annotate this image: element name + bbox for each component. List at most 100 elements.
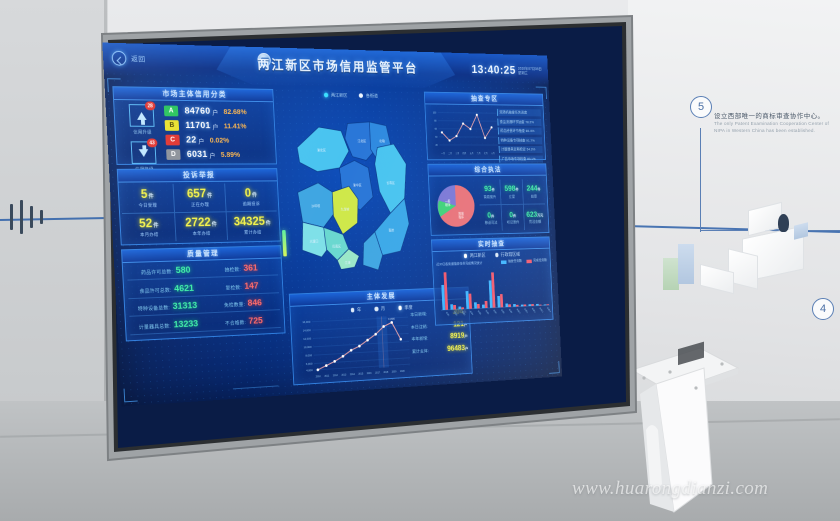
spotcheck-list-item[interactable]: 计量器具定期检定 54.3% bbox=[498, 146, 543, 154]
realtime-bar-chart[interactable]: 街道1 街道2 街道3 街道4 街道5 街道6 街道7 街道8 街道9 街道10… bbox=[436, 265, 552, 323]
quality-label: 计量器具总数: bbox=[138, 323, 172, 331]
credit-row-b[interactable]: B 11701 户 11.41% bbox=[164, 118, 270, 133]
quality-row[interactable]: 特种设备总数: 31313 bbox=[128, 300, 207, 318]
enforcement-cell[interactable]: 0件 移送司法 bbox=[479, 205, 503, 232]
development-stat-row[interactable]: 本年新增: 8919户 bbox=[411, 331, 468, 342]
complaint-value: 657 bbox=[186, 186, 207, 201]
svg-text:2015: 2015 bbox=[358, 372, 363, 375]
development-stat-row[interactable]: 累计主体: 96483户 bbox=[412, 343, 469, 354]
development-stat-label: 本年新增: bbox=[411, 336, 429, 343]
svg-text:街道6: 街道6 bbox=[485, 309, 491, 316]
enforcement-pie-chart[interactable]: 一般 程序 简易 程序 bbox=[432, 181, 479, 232]
svg-text:100: 100 bbox=[433, 112, 437, 115]
timeline-caption: 设立西部唯一的商标审查协作中心。 The only Patent Examina… bbox=[714, 112, 832, 135]
back-button[interactable]: 返回 bbox=[111, 50, 146, 67]
svg-text:6,000: 6,000 bbox=[306, 362, 313, 366]
enforcement-cell[interactable]: 623万元 罚没金额 bbox=[524, 204, 547, 230]
realtime-legend-item[interactable]: 抽查任务数 bbox=[501, 259, 522, 264]
enforcement-cell[interactable]: 244件 结案 bbox=[522, 179, 546, 205]
svg-text:六月: 六月 bbox=[477, 151, 481, 155]
timeline-marker-5-label: 5 bbox=[697, 101, 705, 113]
development-stat-value: 96483 bbox=[447, 343, 466, 353]
credit-unit-c: 户 bbox=[198, 138, 205, 145]
svg-text:街道14: 街道14 bbox=[546, 306, 552, 313]
spotcheck-line-chart[interactable]: 100 80 60 40 20 一月 二月 三月 四月 五月 六月 七月 八月 bbox=[428, 107, 500, 157]
complaint-cell[interactable]: 0件 逾期投诉 bbox=[225, 183, 277, 212]
complaint-cell[interactable]: 5件 今日受理 bbox=[120, 184, 176, 214]
spotcheck-list-item[interactable]: 药品经营环节抽查 65.4% bbox=[497, 127, 542, 135]
credit-row-d[interactable]: D 6031 户 5.89% bbox=[166, 147, 272, 162]
spotcheck-list-item[interactable]: 特种设备专项抽查 91.7% bbox=[498, 136, 543, 145]
complaint-label: 逾期投诉 bbox=[242, 201, 261, 207]
credit-arrow-group: 28 信用升级 43 信用降级 bbox=[120, 101, 166, 179]
complaint-unit: 件 bbox=[251, 193, 258, 199]
quality-row[interactable]: 计量器具总数: 13233 bbox=[129, 317, 208, 336]
pie-label-1b: 程序 bbox=[445, 202, 451, 207]
back-arrow-icon bbox=[111, 50, 127, 66]
map-label: 渝北区 bbox=[317, 147, 327, 152]
credit-grade-list: A 84760 户 82.68% B 11701 户 11.41% C 22 户… bbox=[163, 104, 272, 162]
spotcheck-list-item[interactable]: 双随机抽查任务进度 bbox=[496, 108, 541, 117]
development-line-chart[interactable]: 16,000 14,000 12,000 10,000 8,000 6,000 4,00… bbox=[294, 312, 412, 383]
credit-unit-a: 户 bbox=[212, 109, 219, 117]
wall-tick bbox=[40, 210, 43, 224]
quality-value: 13233 bbox=[173, 318, 199, 331]
complaint-unit: 件 bbox=[148, 194, 154, 201]
credit-value-c: 22 bbox=[185, 134, 197, 146]
quality-row[interactable]: 免检数量: 846 bbox=[205, 297, 280, 314]
enforcement-cell[interactable]: 93件 简易案件 bbox=[478, 179, 502, 206]
development-stat-label: 本日新增: bbox=[410, 312, 428, 318]
complaint-cell[interactable]: 34325件 累计办结 bbox=[227, 211, 279, 240]
credit-value-d: 6031 bbox=[186, 149, 208, 160]
quality-label: 免检数量: bbox=[223, 302, 246, 309]
circle-icon bbox=[359, 93, 364, 98]
complaint-cell[interactable]: 2722件 本年办结 bbox=[175, 211, 228, 242]
complaint-label: 本月办结 bbox=[139, 232, 159, 238]
spotcheck-list-item[interactable]: 广告市场专项检查 83.1% bbox=[499, 155, 544, 163]
spotcheck-list-item[interactable]: 食品流通环节抽查 78.2% bbox=[497, 118, 542, 126]
svg-text:80: 80 bbox=[434, 120, 437, 123]
quality-value: 361 bbox=[243, 263, 258, 274]
pie-label-1: 一般 bbox=[445, 199, 451, 204]
tab-realtime-district[interactable]: 两江新区 bbox=[463, 252, 486, 259]
district-map[interactable]: 两江新区 各街道 渝北区 bbox=[278, 89, 430, 290]
enforcement-cell[interactable]: 598件 立案 bbox=[500, 179, 524, 206]
realtime-legend-item[interactable]: 完成任务数 bbox=[526, 258, 547, 263]
svg-text:街道5: 街道5 bbox=[477, 309, 483, 316]
pie-label-2b: 程序 bbox=[458, 214, 464, 219]
svg-text:街道8: 街道8 bbox=[500, 308, 506, 315]
map-legend-item[interactable]: 各街道 bbox=[359, 92, 378, 99]
arrow-down-icon[interactable]: 43 bbox=[130, 138, 158, 164]
credit-row-c[interactable]: C 22 户 0.02% bbox=[165, 133, 271, 148]
tab-realtime-district-label: 两江新区 bbox=[469, 253, 486, 259]
quality-row[interactable]: 不合格数: 725 bbox=[206, 314, 281, 332]
svg-text:16,000: 16,000 bbox=[302, 320, 310, 324]
tab-realtime-admin[interactable]: 行政辖区域 bbox=[494, 251, 520, 258]
svg-text:七月: 七月 bbox=[484, 151, 488, 155]
iso-plant-blue bbox=[678, 244, 694, 284]
map-label: 渝中区 bbox=[353, 182, 362, 187]
complaint-cell[interactable]: 52件 本月办结 bbox=[121, 212, 177, 243]
quality-left-column: 药品许可总数: 580 食品许可总数: 4621 特种设备总数: 31313 计… bbox=[126, 263, 208, 338]
quality-value: 147 bbox=[244, 280, 259, 292]
development-stat-value: 8919 bbox=[450, 331, 465, 341]
complaint-cell[interactable]: 657件 正在办理 bbox=[173, 183, 227, 213]
map-district bbox=[297, 183, 335, 228]
tab-month[interactable]: 月 bbox=[374, 305, 385, 312]
quality-row[interactable]: 抽检数: 361 bbox=[203, 262, 279, 279]
credit-row-a[interactable]: A 84760 户 82.68% bbox=[163, 104, 270, 120]
tab-year[interactable]: 年 bbox=[350, 307, 361, 314]
map-legend-item[interactable]: 两江新区 bbox=[323, 92, 347, 99]
complaint-value: 5 bbox=[140, 187, 148, 202]
enforcement-cell[interactable]: 0件 听证案件 bbox=[501, 204, 525, 231]
quality-row[interactable]: 药品许可总数: 580 bbox=[126, 264, 205, 281]
quality-row[interactable]: 食品许可总数: 4621 bbox=[127, 282, 206, 299]
enforcement-label: 立案 bbox=[508, 194, 516, 199]
svg-text:40: 40 bbox=[435, 136, 438, 139]
quality-row[interactable]: 复检数: 147 bbox=[204, 279, 280, 296]
map-label: 大渡口 bbox=[309, 239, 318, 244]
map-district bbox=[296, 127, 350, 172]
complaint-label: 累计办结 bbox=[243, 229, 262, 235]
arrow-up-icon[interactable]: 28 bbox=[128, 101, 156, 127]
realtime-legend-label: 完成任务数 bbox=[533, 258, 547, 263]
